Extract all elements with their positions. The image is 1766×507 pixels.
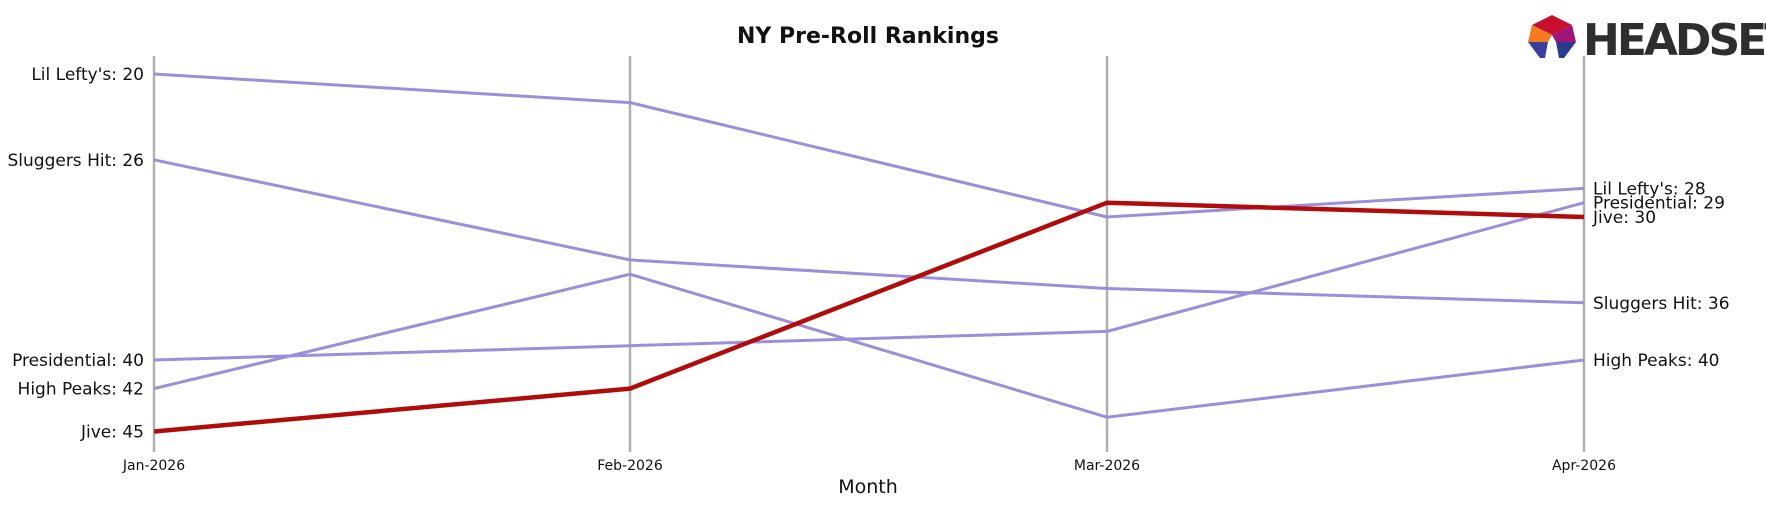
- series-line-high-peaks: [153, 272, 1585, 419]
- series-labels: Lil Lefty's: 20 Sluggers Hit: 26 President…: [7, 65, 1729, 443]
- start-label: Sluggers Hit: 26: [7, 151, 144, 171]
- series-line-sluggers-hit: [153, 158, 1585, 305]
- chart-title: NY Pre-Roll Rankings: [737, 24, 999, 49]
- series-lines: [153, 72, 1585, 434]
- end-label: Sluggers Hit: 36: [1593, 294, 1730, 314]
- series-line-jive: [153, 200, 1585, 434]
- start-label: Lil Lefty's: 20: [31, 65, 144, 85]
- series-line-lil-lefty-s: [153, 72, 1585, 219]
- x-tick-label: Jan-2026: [122, 458, 185, 474]
- end-label: High Peaks: 40: [1593, 351, 1719, 371]
- logo-text: HEADSET: [1583, 15, 1766, 66]
- x-axis-label: Month: [838, 476, 898, 498]
- end-label: Presidential: 29: [1593, 194, 1725, 214]
- start-label: Presidential: 40: [12, 351, 144, 371]
- headset-logo-icon: [1528, 15, 1576, 58]
- x-axis-ticks: Jan-2026 Feb-2026 Mar-2026 Apr-2026: [122, 458, 1616, 474]
- start-label: High Peaks: 42: [18, 380, 144, 400]
- headset-logo: HEADSET: [1528, 15, 1766, 66]
- start-label: Jive: 45: [80, 423, 144, 443]
- x-tick-label: Feb-2026: [597, 458, 663, 474]
- end-label: Lil Lefty's: 28: [1593, 179, 1706, 199]
- series-line-presidential: [153, 201, 1585, 362]
- x-tick-label: Apr-2026: [1552, 458, 1616, 474]
- grid-lines: [152, 56, 1586, 452]
- x-tick-label: Mar-2026: [1074, 458, 1140, 474]
- end-label: Jive: 30: [1592, 208, 1656, 228]
